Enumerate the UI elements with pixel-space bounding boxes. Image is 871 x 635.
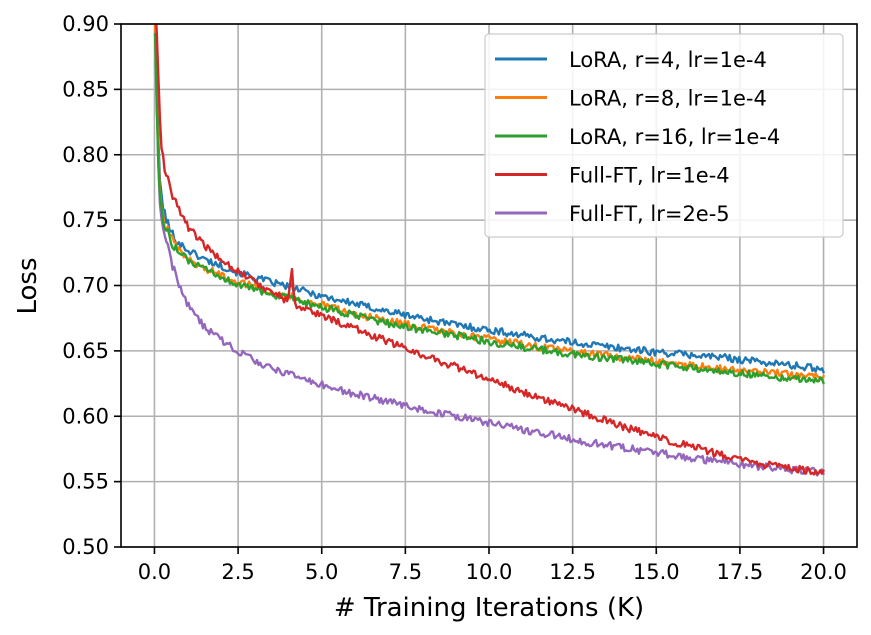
x-tick-label: 7.5 bbox=[389, 560, 422, 584]
x-tick-label: 2.5 bbox=[221, 560, 254, 584]
x-tick-label: 12.5 bbox=[549, 560, 596, 584]
y-tick-label: 0.70 bbox=[62, 274, 109, 298]
series-line-4 bbox=[155, 24, 825, 476]
y-tick-label: 0.85 bbox=[62, 77, 109, 101]
y-tick-label: 0.65 bbox=[62, 339, 109, 363]
legend-label: Full-FT, lr=2e-5 bbox=[569, 202, 730, 226]
y-tick-label: 0.60 bbox=[62, 404, 109, 428]
x-axis-label: # Training Iterations (K) bbox=[334, 593, 644, 623]
y-tick-label: 0.80 bbox=[62, 143, 109, 167]
series-line-1 bbox=[154, 24, 825, 374]
y-axis: 0.50 0.55 0.60 0.65 0.70 0.75 0.80 0.85 0.90 bbox=[62, 12, 121, 559]
x-tick-label: 5.0 bbox=[305, 560, 338, 584]
legend-label: LoRA, r=4, lr=1e-4 bbox=[569, 48, 767, 72]
series-line-5 bbox=[153, 25, 825, 477]
x-tick-label: 10.0 bbox=[466, 560, 513, 584]
y-tick-label: 0.75 bbox=[62, 208, 109, 232]
series-group bbox=[153, 24, 825, 477]
legend-label: Full-FT, lr=1e-4 bbox=[569, 164, 730, 188]
legend: LoRA, r=4, lr=1e-4 LoRA, r=8, lr=1e-4 LoRA… bbox=[484, 33, 844, 238]
y-axis-label: Loss bbox=[13, 257, 43, 314]
y-tick-label: 0.55 bbox=[62, 470, 109, 494]
x-tick-label: 17.5 bbox=[717, 560, 764, 584]
series-line-3 bbox=[153, 32, 825, 385]
y-tick-label: 0.90 bbox=[62, 12, 109, 36]
x-axis: 0.0 2.5 5.0 7.5 10.0 12.5 15.0 17.5 20.0 bbox=[138, 547, 847, 584]
x-tick-label: 0.0 bbox=[138, 560, 171, 584]
legend-box bbox=[484, 33, 844, 238]
legend-label: LoRA, r=8, lr=1e-4 bbox=[569, 87, 767, 111]
x-tick-label: 20.0 bbox=[800, 560, 847, 584]
x-tick-label: 15.0 bbox=[633, 560, 680, 584]
legend-label: LoRA, r=16, lr=1e-4 bbox=[569, 125, 780, 149]
y-tick-label: 0.50 bbox=[62, 535, 109, 559]
